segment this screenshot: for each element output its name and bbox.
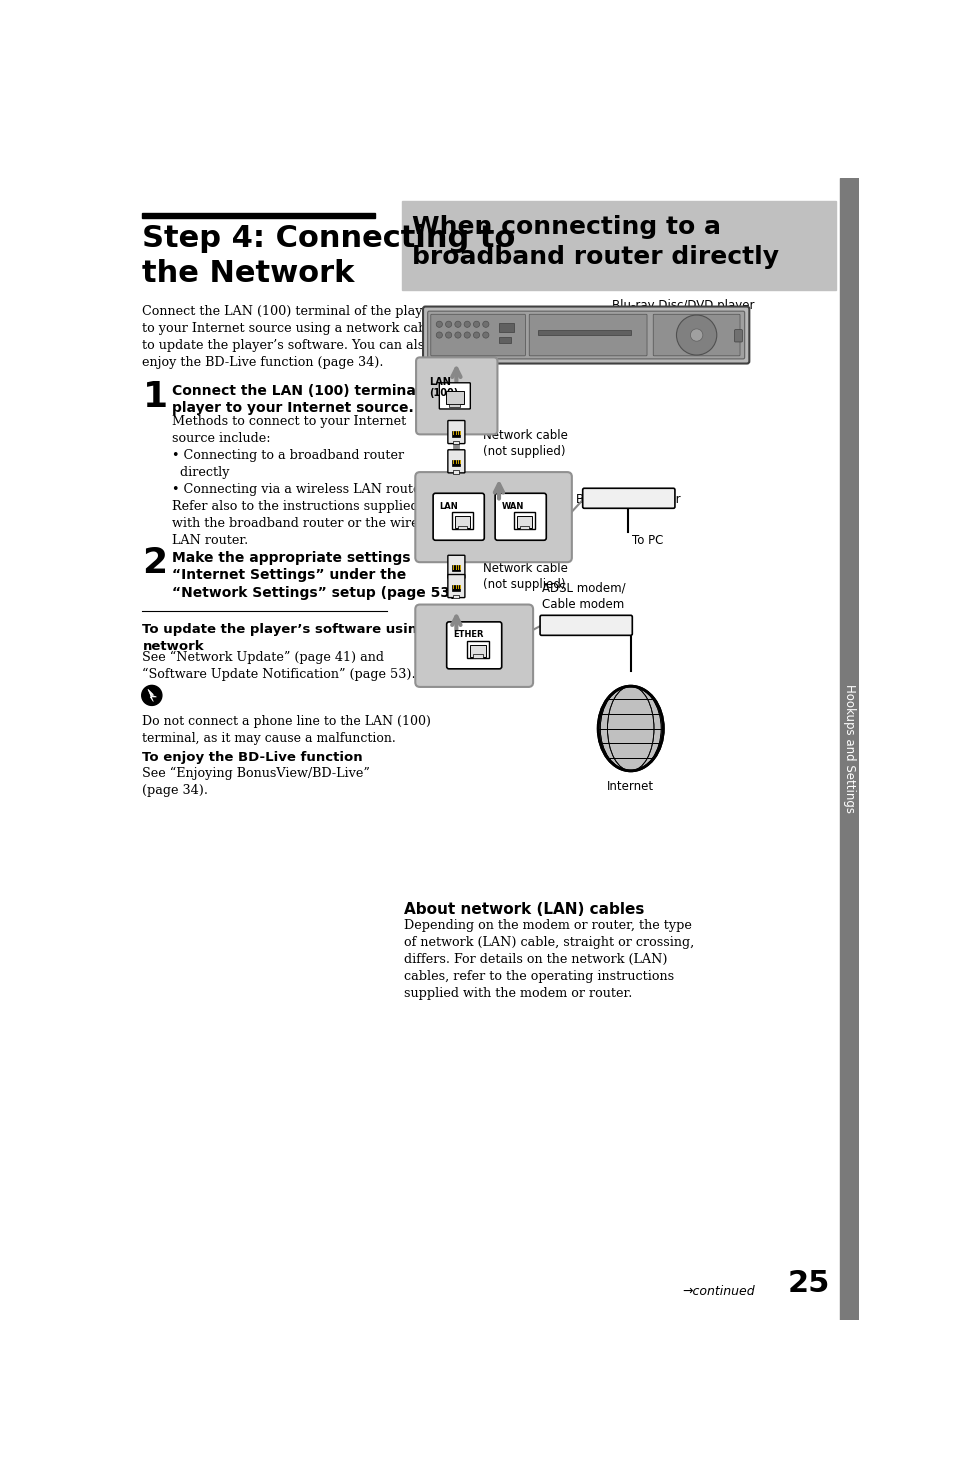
Text: Methods to connect to your Internet
source include:
• Connecting to a broadband : Methods to connect to your Internet sour… (172, 415, 443, 547)
Text: Hookups and Settings: Hookups and Settings (841, 684, 855, 813)
Circle shape (142, 685, 162, 706)
Circle shape (473, 322, 479, 328)
Bar (537, 331, 630, 335)
Bar (459, 430, 461, 435)
Text: Make the appropriate settings in
“Internet Settings” under the
“Network Settings: Make the appropriate settings in “Intern… (172, 550, 461, 601)
FancyBboxPatch shape (539, 615, 632, 635)
Bar (517, 516, 532, 528)
FancyBboxPatch shape (582, 488, 674, 509)
Bar (840, 178, 858, 1320)
FancyBboxPatch shape (415, 605, 533, 687)
Text: ETHER: ETHER (453, 630, 483, 639)
Bar (402, 202, 835, 289)
Bar (455, 516, 470, 528)
Text: Connect the LAN (100) terminal of the player
to your Internet source using a net: Connect the LAN (100) terminal of the pl… (142, 305, 438, 369)
Bar (457, 584, 458, 589)
Circle shape (445, 322, 452, 328)
Bar (445, 392, 464, 403)
Bar (459, 460, 461, 464)
Bar (453, 440, 459, 445)
FancyBboxPatch shape (734, 329, 741, 343)
Bar (449, 403, 459, 408)
Text: Step 4: Connecting to
the Network: Step 4: Connecting to the Network (142, 224, 516, 288)
FancyBboxPatch shape (446, 621, 501, 669)
Circle shape (482, 332, 488, 338)
FancyBboxPatch shape (447, 421, 464, 443)
Bar (452, 460, 459, 466)
Bar (453, 584, 454, 589)
Bar (457, 525, 467, 529)
FancyBboxPatch shape (529, 314, 646, 356)
Text: See “Network Update” (page 41) and
“Software Update Notification” (page 53).: See “Network Update” (page 41) and “Soft… (142, 651, 416, 681)
Text: To PC: To PC (632, 534, 663, 547)
Text: ADSL modem/
Cable modem: ADSL modem/ Cable modem (541, 581, 624, 611)
Bar (453, 460, 454, 464)
Circle shape (690, 329, 702, 341)
Ellipse shape (598, 687, 662, 771)
Bar (498, 337, 510, 343)
Text: Broadband router: Broadband router (576, 494, 680, 506)
Circle shape (445, 332, 452, 338)
Text: Do not connect a phone line to the LAN (100)
terminal, as it may cause a malfunc: Do not connect a phone line to the LAN (… (142, 715, 431, 744)
Text: LAN
(100): LAN (100) (429, 377, 458, 399)
FancyBboxPatch shape (495, 494, 546, 540)
Circle shape (464, 322, 470, 328)
Text: →continued: →continued (681, 1286, 754, 1298)
Circle shape (436, 332, 442, 338)
FancyBboxPatch shape (433, 494, 484, 540)
Circle shape (676, 314, 716, 354)
Polygon shape (148, 690, 156, 701)
FancyBboxPatch shape (447, 574, 464, 598)
Bar (459, 584, 461, 589)
Text: 1: 1 (142, 380, 168, 414)
Bar (473, 654, 482, 658)
Circle shape (482, 322, 488, 328)
Bar (142, 212, 375, 218)
Bar (453, 565, 454, 569)
Circle shape (455, 332, 460, 338)
Bar (452, 584, 459, 590)
FancyBboxPatch shape (447, 555, 464, 578)
Text: Blu-ray Disc/DVD player: Blu-ray Disc/DVD player (612, 300, 754, 311)
Bar (513, 512, 535, 529)
FancyBboxPatch shape (416, 357, 497, 435)
FancyBboxPatch shape (422, 307, 748, 363)
Bar (452, 512, 473, 529)
Bar (519, 525, 529, 529)
Bar (452, 565, 459, 571)
Bar (453, 575, 459, 580)
Bar (470, 645, 485, 657)
Text: When connecting to a
broadband router directly: When connecting to a broadband router di… (412, 215, 779, 268)
Bar (452, 430, 459, 436)
Circle shape (464, 332, 470, 338)
Text: Network cable
(not supplied): Network cable (not supplied) (483, 562, 568, 592)
FancyBboxPatch shape (431, 314, 525, 356)
Bar (457, 565, 458, 569)
Circle shape (455, 322, 460, 328)
Text: About network (LAN) cables: About network (LAN) cables (404, 902, 644, 916)
Text: See “Enjoying BonusView/BD-Live”
(page 34).: See “Enjoying BonusView/BD-Live” (page 3… (142, 767, 370, 798)
Text: WAN: WAN (500, 501, 523, 510)
Text: Depending on the modem or router, the type
of network (LAN) cable, straight or c: Depending on the modem or router, the ty… (404, 918, 694, 1000)
Circle shape (436, 322, 442, 328)
Text: Network cable
(not supplied): Network cable (not supplied) (483, 429, 568, 458)
FancyBboxPatch shape (439, 383, 470, 409)
Text: To enjoy the BD-Live function: To enjoy the BD-Live function (142, 750, 363, 764)
FancyBboxPatch shape (415, 472, 571, 562)
Text: To update the player’s software using the
network: To update the player’s software using th… (142, 623, 456, 653)
FancyBboxPatch shape (427, 311, 744, 359)
Bar (498, 323, 514, 332)
Circle shape (473, 332, 479, 338)
Bar (459, 565, 461, 569)
Bar (453, 430, 454, 435)
Bar (453, 470, 459, 473)
Text: Connect the LAN (100) terminal of the
player to your Internet source.: Connect the LAN (100) terminal of the pl… (172, 384, 472, 415)
Text: Internet: Internet (606, 780, 654, 793)
FancyBboxPatch shape (447, 449, 464, 473)
FancyBboxPatch shape (653, 314, 740, 356)
Text: 2: 2 (142, 546, 168, 580)
Bar (453, 595, 459, 598)
Bar (457, 460, 458, 464)
Text: 25: 25 (787, 1269, 829, 1298)
Bar (457, 430, 458, 435)
